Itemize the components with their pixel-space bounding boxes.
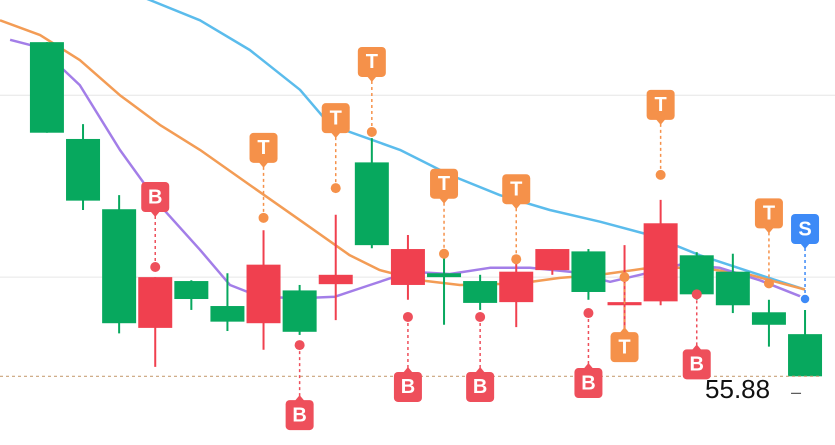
marker-dot (475, 311, 486, 322)
marker-box (393, 371, 422, 402)
marker-label: T (618, 336, 630, 358)
marker-box (791, 214, 820, 245)
candle-body (571, 251, 606, 292)
marker-label: B (690, 354, 704, 376)
candle-body (29, 42, 64, 133)
candle-body (66, 138, 101, 201)
signal-markers: B T B T T B T B T B T T B T S (141, 46, 820, 431)
marker-label: T (438, 173, 450, 195)
marker-box (610, 332, 639, 363)
candle-body (246, 264, 281, 324)
marker-dot (330, 183, 341, 194)
marker-label: B (401, 376, 415, 398)
marker-pointer (294, 395, 305, 402)
marker-label: T (510, 178, 522, 200)
marker-dot (294, 340, 305, 351)
marker-pointer (800, 243, 811, 250)
marker-box (430, 168, 459, 199)
last-price-label: 55.88 (705, 374, 770, 404)
marker-label: T (763, 203, 775, 225)
candle-body (715, 271, 750, 306)
marker-dot (583, 308, 594, 319)
marker-dot (619, 272, 630, 283)
candle-body (679, 255, 714, 295)
marker-label: T (257, 137, 269, 159)
marker-box (574, 368, 603, 399)
marker-pointer (691, 344, 702, 351)
marker-box (682, 349, 711, 380)
marker-label: S (798, 218, 811, 240)
marker-dot (655, 169, 666, 180)
ma-line (146, 0, 806, 291)
marker-label: T (366, 51, 378, 73)
candle-body (282, 290, 317, 332)
marker-box (646, 89, 675, 120)
candle-body (210, 306, 245, 322)
marker-dot (763, 278, 774, 289)
marker-label: B (581, 372, 595, 394)
marker-pointer (150, 211, 161, 217)
marker-box (466, 371, 495, 402)
marker-pointer (655, 118, 666, 125)
marker-label: B (292, 404, 306, 426)
candle-body (535, 249, 570, 271)
marker-box (249, 132, 278, 163)
marker-pointer (763, 227, 774, 234)
candle-body (174, 281, 209, 300)
marker-dot (366, 126, 377, 137)
candle-body (499, 271, 534, 303)
candle-body (788, 334, 823, 377)
marker-dot (691, 289, 702, 300)
marker-label: B (473, 376, 487, 398)
marker-dot (258, 212, 269, 223)
candles: 55.88 (0, 42, 823, 404)
marker-label: B (148, 186, 162, 208)
marker-pointer (583, 363, 594, 370)
candle-body (390, 249, 425, 285)
marker-box (754, 198, 783, 229)
marker-dot (150, 262, 161, 272)
marker-box (141, 182, 170, 212)
marker-pointer (439, 197, 450, 204)
marker-dot (439, 248, 450, 259)
candle-body (318, 274, 353, 285)
marker-box (321, 103, 350, 134)
marker-box (285, 400, 314, 431)
candle-body (751, 312, 786, 325)
marker-box (502, 174, 531, 205)
candle-body (643, 223, 678, 302)
marker-pointer (330, 132, 341, 139)
candle-body (138, 277, 173, 328)
marker-dot (511, 254, 522, 265)
candle-body (427, 273, 462, 278)
marker-label: T (330, 107, 342, 129)
candle-body (102, 209, 137, 324)
marker-dot (402, 311, 413, 322)
marker-box (357, 46, 386, 77)
marker-pointer (258, 161, 269, 168)
marker-label: T (655, 94, 667, 116)
marker-pointer (402, 366, 413, 373)
marker-pointer (366, 75, 377, 82)
marker-pointer (619, 327, 630, 334)
candle-body (463, 281, 498, 303)
marker-pointer (475, 366, 486, 373)
candle-body (354, 162, 389, 246)
marker-pointer (511, 203, 522, 210)
marker-dot (799, 293, 811, 305)
